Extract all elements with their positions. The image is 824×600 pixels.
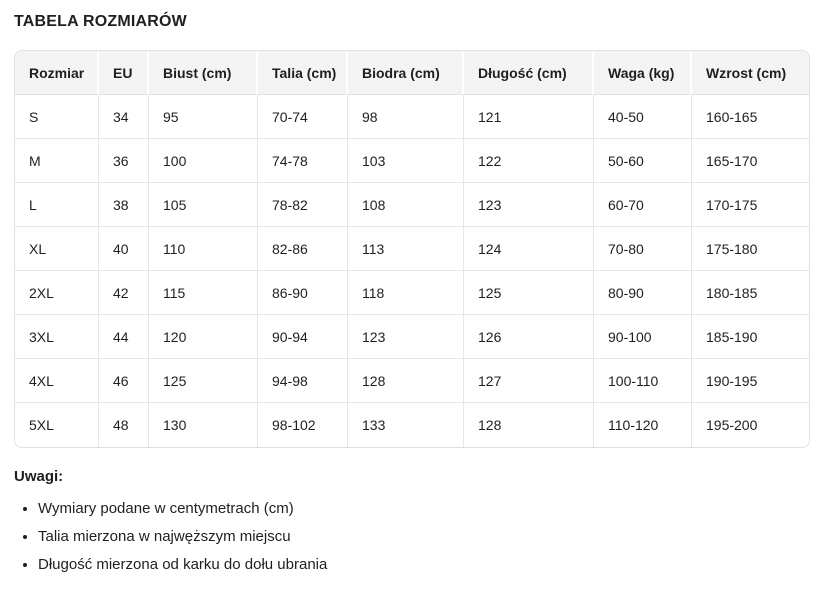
- table-header-row: Rozmiar EU Biust (cm) Talia (cm) Biodra …: [15, 51, 809, 95]
- page-title: TABELA ROZMIARÓW: [14, 13, 187, 30]
- table-cell: 160-165: [692, 95, 809, 139]
- table-cell: 123: [348, 315, 464, 359]
- table-cell: 48: [99, 403, 149, 447]
- column-header-talia: Talia (cm): [258, 51, 348, 95]
- table-row: XL 40 110 82-86 113 124 70-80 175-180: [15, 227, 809, 271]
- column-header-waga: Waga (kg): [594, 51, 692, 95]
- table-cell: 82-86: [258, 227, 348, 271]
- table-cell: 108: [348, 183, 464, 227]
- table-cell: 34: [99, 95, 149, 139]
- table-cell: 74-78: [258, 139, 348, 183]
- table-cell: 100-110: [594, 359, 692, 403]
- table-cell: 95: [149, 95, 258, 139]
- table-cell: 127: [464, 359, 594, 403]
- table-row: S 34 95 70-74 98 121 40-50 160-165: [15, 95, 809, 139]
- size-table: Rozmiar EU Biust (cm) Talia (cm) Biodra …: [15, 51, 809, 447]
- column-header-biodra: Biodra (cm): [348, 51, 464, 95]
- table-cell: 46: [99, 359, 149, 403]
- table-cell: 70-74: [258, 95, 348, 139]
- table-cell: 50-60: [594, 139, 692, 183]
- size-cell: S: [15, 95, 99, 139]
- table-cell: 165-170: [692, 139, 809, 183]
- table-cell: 44: [99, 315, 149, 359]
- table-cell: 105: [149, 183, 258, 227]
- table-cell: 123: [464, 183, 594, 227]
- table-row: 5XL 48 130 98-102 133 128 110-120 195-200: [15, 403, 809, 447]
- size-cell: 3XL: [15, 315, 99, 359]
- table-cell: 42: [99, 271, 149, 315]
- table-cell: 124: [464, 227, 594, 271]
- note-item: Wymiary podane w centymetrach (cm): [38, 501, 810, 516]
- table-cell: 110: [149, 227, 258, 271]
- size-cell: L: [15, 183, 99, 227]
- note-item: Talia mierzona w najwęższym miejscu: [38, 529, 810, 544]
- column-header-biust: Biust (cm): [149, 51, 258, 95]
- table-cell: 170-175: [692, 183, 809, 227]
- size-cell: 4XL: [15, 359, 99, 403]
- table-cell: 40-50: [594, 95, 692, 139]
- table-cell: 185-190: [692, 315, 809, 359]
- table-cell: 90-100: [594, 315, 692, 359]
- table-cell: 60-70: [594, 183, 692, 227]
- table-cell: 98: [348, 95, 464, 139]
- size-cell: 5XL: [15, 403, 99, 447]
- table-cell: 195-200: [692, 403, 809, 447]
- column-header-wzrost: Wzrost (cm): [692, 51, 809, 95]
- size-cell: 2XL: [15, 271, 99, 315]
- size-cell: XL: [15, 227, 99, 271]
- table-cell: 133: [348, 403, 464, 447]
- table-cell: 36: [99, 139, 149, 183]
- column-header-eu: EU: [99, 51, 149, 95]
- table-cell: 118: [348, 271, 464, 315]
- table-cell: 78-82: [258, 183, 348, 227]
- table-row: M 36 100 74-78 103 122 50-60 165-170: [15, 139, 809, 183]
- size-table-container: Rozmiar EU Biust (cm) Talia (cm) Biodra …: [14, 50, 810, 448]
- table-cell: 125: [149, 359, 258, 403]
- table-cell: 190-195: [692, 359, 809, 403]
- table-row: 2XL 42 115 86-90 118 125 80-90 180-185: [15, 271, 809, 315]
- table-cell: 113: [348, 227, 464, 271]
- size-guide-page: TABELA ROZMIARÓW Rozmiar EU Biust (cm) T…: [0, 0, 824, 572]
- table-cell: 110-120: [594, 403, 692, 447]
- table-cell: 90-94: [258, 315, 348, 359]
- table-cell: 121: [464, 95, 594, 139]
- table-cell: 120: [149, 315, 258, 359]
- table-cell: 100: [149, 139, 258, 183]
- table-cell: 180-185: [692, 271, 809, 315]
- column-header-dlugosc: Długość (cm): [464, 51, 594, 95]
- table-cell: 94-98: [258, 359, 348, 403]
- table-cell: 128: [464, 403, 594, 447]
- table-cell: 38: [99, 183, 149, 227]
- table-row: 4XL 46 125 94-98 128 127 100-110 190-195: [15, 359, 809, 403]
- table-cell: 128: [348, 359, 464, 403]
- table-cell: 70-80: [594, 227, 692, 271]
- table-cell: 125: [464, 271, 594, 315]
- notes-heading: Uwagi:: [14, 468, 64, 485]
- table-row: L 38 105 78-82 108 123 60-70 170-175: [15, 183, 809, 227]
- table-cell: 130: [149, 403, 258, 447]
- notes-section: Uwagi: Wymiary podane w centymetrach (cm…: [14, 468, 810, 572]
- table-row: 3XL 44 120 90-94 123 126 90-100 185-190: [15, 315, 809, 359]
- column-header-rozmiar: Rozmiar: [15, 51, 99, 95]
- note-item: Długość mierzona od karku do dołu ubrani…: [38, 557, 810, 572]
- table-cell: 122: [464, 139, 594, 183]
- table-cell: 80-90: [594, 271, 692, 315]
- table-cell: 126: [464, 315, 594, 359]
- table-cell: 115: [149, 271, 258, 315]
- table-cell: 98-102: [258, 403, 348, 447]
- table-cell: 103: [348, 139, 464, 183]
- table-header: Rozmiar EU Biust (cm) Talia (cm) Biodra …: [15, 51, 809, 95]
- size-cell: M: [15, 139, 99, 183]
- table-cell: 86-90: [258, 271, 348, 315]
- notes-list: Wymiary podane w centymetrach (cm) Talia …: [14, 501, 810, 572]
- table-body: S 34 95 70-74 98 121 40-50 160-165 M 36 100 74-78 10…: [15, 95, 809, 447]
- table-cell: 40: [99, 227, 149, 271]
- table-cell: 175-180: [692, 227, 809, 271]
